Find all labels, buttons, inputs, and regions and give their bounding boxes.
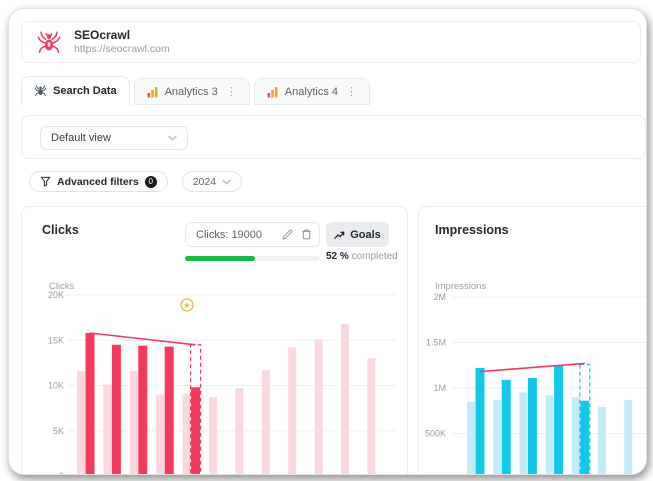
chevron-down-icon: [222, 179, 231, 185]
y-tick-label: 10K: [48, 381, 64, 391]
star-glyph: ★: [183, 301, 190, 310]
app-window: SEOcrawl https://seocrawl.com Search Dat…: [8, 8, 647, 475]
goal-line: [479, 362, 585, 373]
bar-current-period: [191, 387, 201, 474]
funnel-icon: [40, 176, 51, 187]
card-title: Impressions: [435, 223, 509, 237]
chevron-down-icon: [168, 135, 177, 141]
spider-icon: [36, 29, 62, 55]
tab-label: Analytics 3: [164, 85, 218, 98]
filter-bar: Advanced filters 0 2024: [29, 171, 243, 192]
bar-current-period: [501, 379, 511, 474]
bar-previous-period: [182, 393, 191, 474]
bar-current-period: [138, 345, 148, 474]
goal-line: [89, 332, 196, 346]
tab-label: Analytics 4: [284, 85, 338, 98]
goals-button[interactable]: Goals: [326, 222, 389, 247]
bar-previous-period: [545, 395, 554, 474]
y-tick-label: 15K: [48, 335, 64, 345]
goal-progress-fill: [185, 256, 256, 261]
project-selector-card[interactable]: SEOcrawl https://seocrawl.com: [21, 21, 641, 63]
tab-label: Search Data: [53, 84, 117, 97]
tab-analytics-4[interactable]: Analytics 4 ⋮: [253, 78, 370, 105]
progress-caption: completed: [351, 251, 398, 262]
bar-previous-period: [103, 384, 112, 474]
card-title: Clicks: [42, 223, 79, 237]
bar-previous-period: [519, 392, 528, 474]
trend-up-icon: [334, 231, 345, 239]
y-tick-label: 0: [59, 471, 64, 475]
clicks-card: Clicks Clicks: 19000 Goals 52 % complete…: [21, 206, 408, 475]
tab-analytics-3[interactable]: Analytics 3 ⋮: [133, 78, 250, 105]
bar-chart-icon: [147, 86, 158, 97]
star-badge-icon: [180, 298, 194, 312]
bar-previous-period: [156, 394, 165, 474]
bar-current-period: [475, 367, 485, 474]
bar-current-period: [554, 365, 564, 474]
bar-previous-period: [77, 371, 85, 474]
filter-count-badge: 0: [144, 175, 157, 188]
projected-bar: [579, 363, 591, 474]
bar-previous-period: [129, 371, 138, 474]
axis-label: Impressions: [435, 281, 486, 292]
impressions-card: Impressions Impressions 2M 1.5M 1M 500K 0: [418, 206, 646, 475]
y-tick-label: 5K: [53, 426, 64, 436]
spider-icon: [34, 85, 47, 97]
y-tick-label: 1.5M: [426, 338, 446, 348]
trash-icon[interactable]: [300, 228, 313, 241]
advanced-filters-button[interactable]: Advanced filters 0: [29, 171, 168, 192]
bar-previous-period: [467, 401, 475, 474]
bar-previous-period: [571, 397, 580, 474]
year-select[interactable]: 2024: [181, 171, 243, 192]
goal-value: Clicks: 19000: [196, 228, 263, 241]
app-url: https://seocrawl.com: [74, 42, 170, 55]
pencil-icon[interactable]: [281, 228, 294, 241]
bar-previous-period: [261, 370, 270, 474]
bar-current-period: [527, 377, 537, 474]
bar-current-period: [580, 400, 590, 474]
goals-button-label: Goals: [350, 228, 381, 241]
kebab-menu-icon[interactable]: ⋮: [225, 86, 237, 98]
bar-previous-period: [624, 399, 633, 474]
bar-previous-period: [493, 399, 502, 474]
bar-current-period: [111, 344, 121, 474]
tab-search-data[interactable]: Search Data: [21, 76, 130, 105]
progress-label: 52 % completed: [326, 251, 398, 262]
y-tick-label: 2M: [433, 292, 446, 302]
y-tick-label: 20K: [48, 290, 64, 300]
goal-input[interactable]: Clicks: 19000: [185, 222, 320, 247]
axis-label: Clicks: [49, 281, 75, 292]
y-tick-label: 1M: [433, 383, 446, 393]
goal-progress-bar: [185, 256, 320, 261]
bar-previous-period: [367, 358, 376, 474]
kebab-menu-icon[interactable]: ⋮: [346, 86, 357, 98]
view-bar: Default view: [21, 115, 646, 159]
app-name: SEOcrawl: [74, 27, 131, 42]
bar-chart-icon: [267, 86, 278, 97]
progress-percent: 52 %: [326, 251, 349, 262]
bar-previous-period: [209, 397, 217, 474]
bar-previous-period: [598, 407, 606, 474]
year-select-value: 2024: [192, 175, 217, 188]
bar-previous-period: [341, 323, 349, 474]
bar-previous-period: [288, 347, 297, 474]
y-tick-label: 500K: [425, 429, 446, 439]
bar-previous-period: [235, 388, 244, 474]
bar-current-period: [164, 346, 174, 474]
advanced-filters-label: Advanced filters: [57, 175, 139, 188]
view-select[interactable]: Default view: [40, 126, 188, 150]
bar-current-period: [85, 333, 95, 474]
bar-previous-period: [314, 339, 323, 474]
view-select-value: Default view: [51, 132, 111, 144]
tab-bar: Search Data Analytics 3 ⋮ Analytics 4 ⋮: [21, 76, 370, 105]
y-tick-label: 0: [441, 474, 446, 475]
